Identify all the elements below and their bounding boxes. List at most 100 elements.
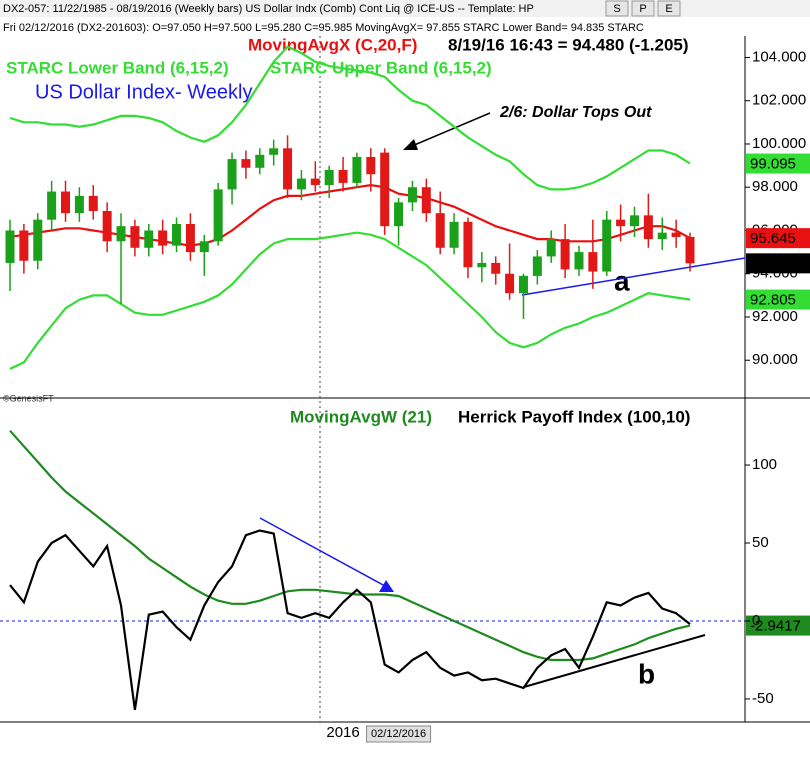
button[interactable] bbox=[605, 0, 629, 17]
candle-body bbox=[602, 219, 612, 272]
candle-body bbox=[366, 156, 376, 175]
y-tick-label: 0 bbox=[752, 612, 760, 629]
last-value-label: 94.480 bbox=[750, 255, 796, 272]
candle-body bbox=[47, 191, 57, 220]
button-label[interactable]: P bbox=[639, 3, 646, 15]
candle-body bbox=[629, 215, 639, 227]
button-label[interactable]: S bbox=[613, 3, 620, 15]
candle-body bbox=[616, 219, 626, 227]
candle-body bbox=[643, 215, 653, 240]
arrow-head bbox=[379, 580, 394, 592]
y-tick-label: 92.000 bbox=[752, 308, 798, 325]
candle-body bbox=[671, 232, 681, 237]
button-label[interactable]: E bbox=[665, 3, 672, 15]
date-cursor-box bbox=[366, 725, 432, 743]
y-tick-label: 102.000 bbox=[752, 92, 806, 109]
series-line bbox=[9, 231, 691, 370]
button[interactable] bbox=[657, 0, 681, 17]
chart-title: US Dollar Index- Weekly bbox=[35, 81, 252, 103]
candle-body bbox=[172, 223, 182, 246]
candle-body bbox=[394, 202, 404, 227]
candle-body bbox=[19, 230, 29, 261]
status: 8/19/16 16:43 = 94.480 (-1.205) bbox=[448, 35, 689, 54]
last-value-box bbox=[746, 289, 810, 310]
candle-body bbox=[241, 159, 251, 168]
y-tick-label: -50 bbox=[752, 690, 774, 707]
last-value-box bbox=[746, 253, 810, 274]
annotation-arrow bbox=[411, 112, 491, 147]
last-value-label: 99.095 bbox=[750, 156, 796, 173]
candle-body bbox=[505, 273, 515, 294]
candle-body bbox=[338, 169, 348, 183]
candle-body bbox=[61, 191, 71, 214]
y-tick-label: 104.000 bbox=[752, 48, 806, 65]
candle-body bbox=[130, 226, 140, 248]
annotation: b bbox=[638, 658, 655, 689]
candle-body bbox=[477, 262, 487, 268]
last-value-label: -2.9417 bbox=[750, 618, 801, 635]
candle-body bbox=[574, 252, 584, 270]
candle-body bbox=[5, 230, 15, 263]
candle-body bbox=[352, 156, 362, 183]
candle-body bbox=[283, 148, 293, 190]
header-buttons: S P E bbox=[605, 0, 681, 17]
last-value-label: 92.805 bbox=[750, 292, 796, 309]
legend-ma: MovingAvgX (C,20,F) bbox=[248, 35, 417, 54]
candle-body bbox=[296, 178, 306, 190]
trendline bbox=[523, 634, 706, 688]
y-tick-label: 100 bbox=[752, 456, 777, 473]
candle-body bbox=[685, 236, 695, 264]
legend-hpi-ma: MovingAvgW (21) bbox=[290, 407, 432, 426]
candle-body bbox=[199, 241, 209, 253]
series-line bbox=[9, 429, 691, 662]
candle-body bbox=[491, 262, 501, 274]
candle-body bbox=[560, 239, 570, 270]
candle-body bbox=[546, 239, 556, 257]
x-tick-label: 02/12/2016 bbox=[371, 728, 426, 740]
candle-body bbox=[185, 223, 195, 253]
annotation: a bbox=[614, 265, 630, 296]
candle-body bbox=[518, 275, 528, 294]
candle-body bbox=[407, 187, 417, 203]
candle-body bbox=[255, 154, 265, 168]
candle-body bbox=[310, 178, 320, 186]
y-tick-label: 98.000 bbox=[752, 178, 798, 195]
candle-body bbox=[269, 148, 279, 155]
candle-body bbox=[449, 221, 459, 248]
arrow-head bbox=[403, 139, 418, 150]
candle-body bbox=[463, 221, 473, 268]
last-value-box bbox=[746, 615, 810, 636]
legend-hpi: Herrick Payoff Index (100,10) bbox=[458, 407, 690, 426]
y-tick-label: 100.000 bbox=[752, 135, 806, 152]
button[interactable] bbox=[631, 0, 655, 17]
candle-body bbox=[532, 256, 542, 276]
candle-body bbox=[324, 169, 334, 186]
y-tick-label: 50 bbox=[752, 534, 769, 551]
legend-starc-upper: STARC Upper Band (6,15,2) bbox=[270, 58, 492, 77]
candle-body bbox=[380, 152, 390, 227]
credit: ©GenesisFT bbox=[3, 393, 54, 403]
candle-body bbox=[227, 159, 237, 190]
candle-body bbox=[144, 230, 154, 248]
annotation-arrow bbox=[259, 517, 386, 587]
candle-body bbox=[116, 226, 126, 242]
candle-body bbox=[88, 195, 98, 212]
series-line bbox=[9, 529, 691, 711]
y-tick-label: 90.000 bbox=[752, 351, 798, 368]
candle-body bbox=[213, 189, 223, 242]
annotation: 2/6: Dollar Tops Out bbox=[499, 104, 652, 121]
candle-body bbox=[588, 252, 598, 272]
candle-body bbox=[158, 230, 168, 246]
candle-body bbox=[33, 219, 43, 261]
candle-body bbox=[657, 232, 667, 240]
last-value-box bbox=[746, 153, 810, 174]
candle-body bbox=[435, 213, 445, 248]
last-value-label: 95.645 bbox=[750, 230, 796, 247]
header-line2: Fri 02/12/2016 (DX2-201603): O=97.050 H=… bbox=[3, 22, 644, 34]
candle-body bbox=[74, 195, 84, 214]
candle-body bbox=[421, 187, 431, 214]
series-line bbox=[9, 45, 691, 191]
last-value-box bbox=[746, 228, 810, 249]
x-tick-label: 2016 bbox=[326, 724, 359, 741]
